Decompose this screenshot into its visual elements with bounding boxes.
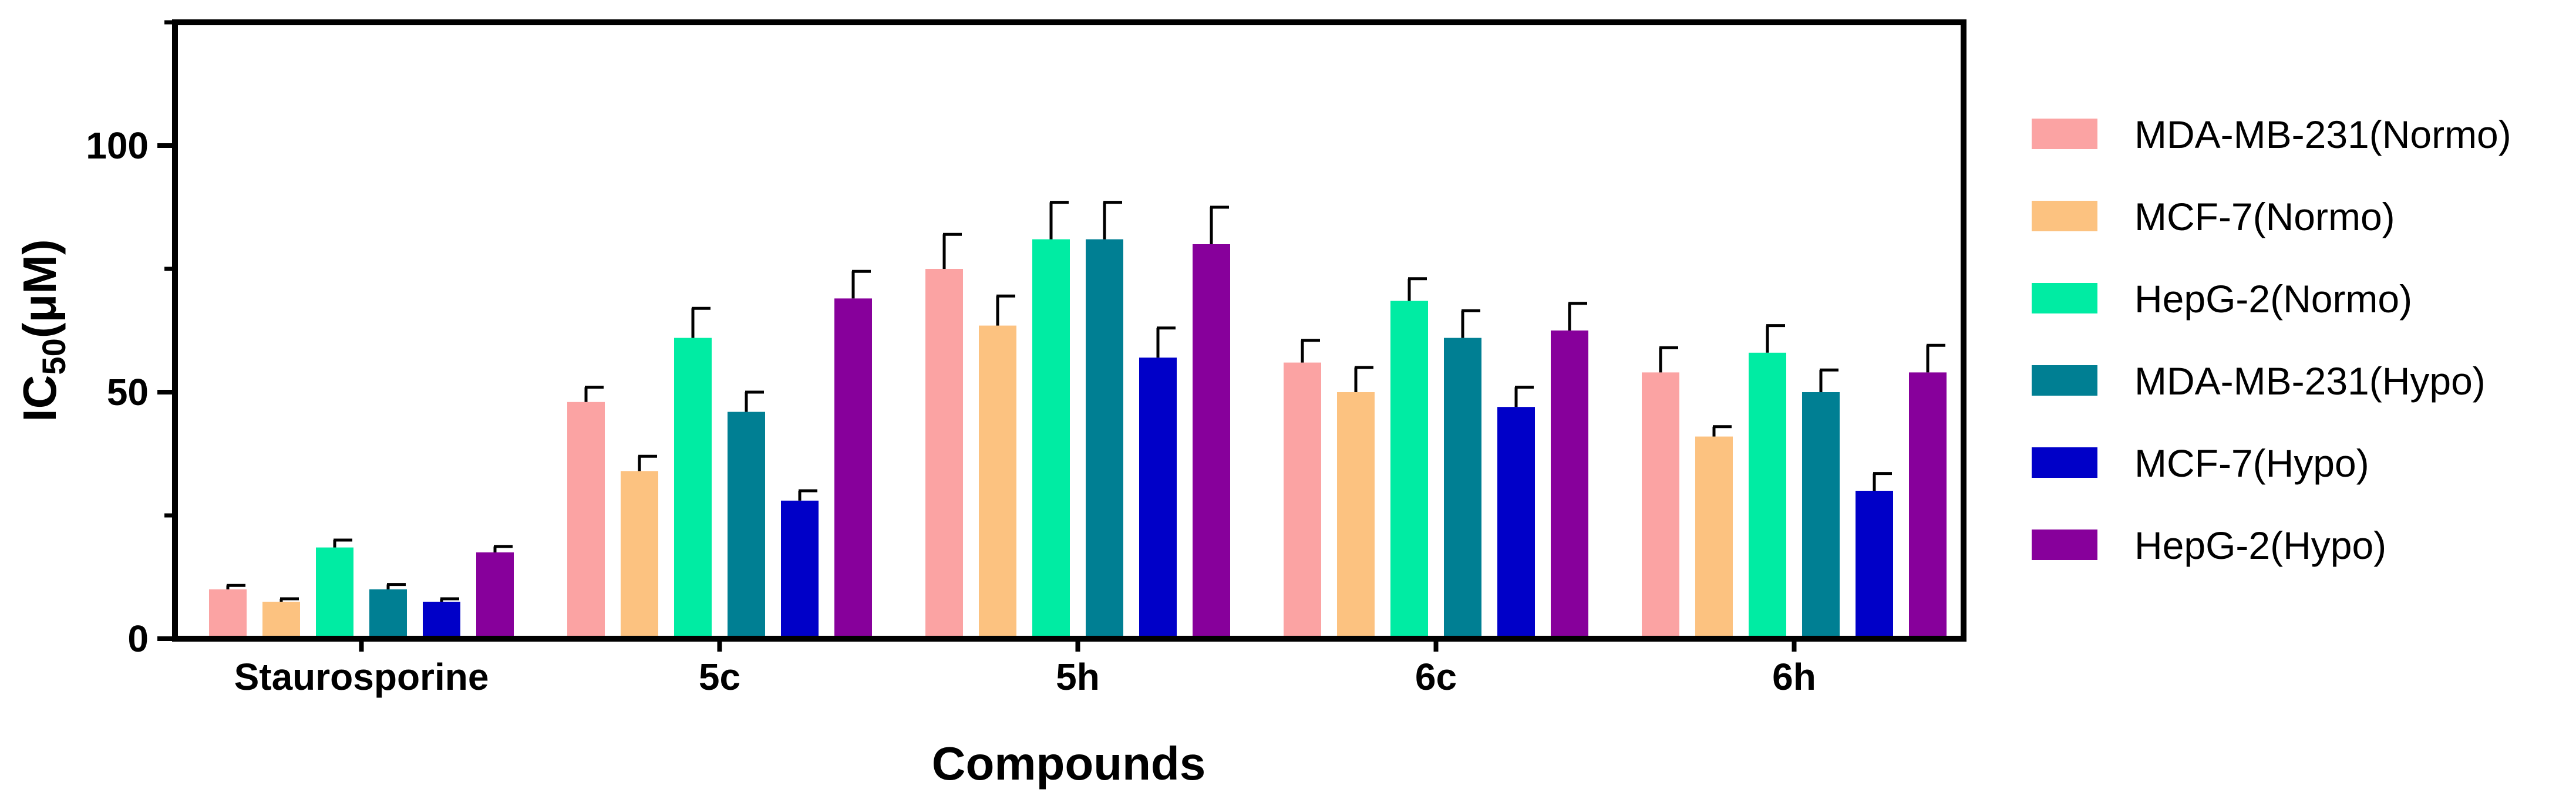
bar-4-1 <box>1695 436 1733 639</box>
plot-frame <box>172 19 1966 642</box>
bars-layer <box>209 239 1947 639</box>
legend-label-3: MDA-MB-231(Hypo) <box>2134 359 2486 403</box>
legend-label-0: MDA-MB-231(Normo) <box>2134 113 2511 156</box>
y-axis-title-subscript: 50 <box>35 338 72 375</box>
legend-swatch-2 <box>2032 283 2097 313</box>
legend-label-4: MCF-7(Hypo) <box>2134 441 2369 485</box>
y-axis-title-unit: (μM) <box>14 239 66 338</box>
x-axis-title: Compounds <box>932 737 1206 790</box>
bar-0-5 <box>476 552 514 639</box>
bar-1-2 <box>674 338 712 639</box>
legend-label-5: HepG-2(Hypo) <box>2134 524 2386 567</box>
legend-swatch-4 <box>2032 447 2097 478</box>
bar-0-3 <box>369 589 407 639</box>
x-tick-label-4: 6h <box>1772 656 1816 698</box>
x-tick-label-1: 5c <box>699 656 740 698</box>
bar-2-4 <box>1139 358 1177 639</box>
legend-label-1: MCF-7(Normo) <box>2134 195 2395 238</box>
bar-2-2 <box>1032 239 1070 639</box>
bar-1-1 <box>621 471 658 639</box>
y-tick-label-0: 0 <box>127 618 149 660</box>
bar-4-2 <box>1749 352 1786 639</box>
y-tick-label-2: 100 <box>86 124 149 167</box>
x-tick-label-3: 6c <box>1415 656 1457 698</box>
bar-0-4 <box>423 602 460 639</box>
legend: MDA-MB-231(Normo) MCF-7(Normo) HepG-2(Norm… <box>2032 113 2511 567</box>
bar-3-5 <box>1551 331 1588 639</box>
y-tick-label-1: 50 <box>107 371 149 413</box>
bar-4-5 <box>1909 372 1947 639</box>
x-tick-label-2: 5h <box>1056 656 1100 698</box>
x-tick-label-0: Staurosporine <box>234 656 489 698</box>
bar-3-4 <box>1497 407 1535 639</box>
bar-0-0 <box>209 589 247 639</box>
bar-3-3 <box>1444 338 1481 639</box>
bar-2-5 <box>1193 244 1230 639</box>
legend-label-2: HepG-2(Normo) <box>2134 277 2412 321</box>
legend-swatch-0 <box>2032 119 2097 149</box>
bar-4-0 <box>1642 372 1679 639</box>
legend-swatch-3 <box>2032 365 2097 396</box>
legend-swatch-5 <box>2032 530 2097 560</box>
bar-1-0 <box>567 402 605 639</box>
bar-3-2 <box>1390 301 1428 639</box>
x-axis: Staurosporine 5c 5h 6c 6h <box>234 639 1816 698</box>
y-axis-title: IC50(μM) <box>14 239 72 421</box>
bar-3-0 <box>1284 362 1321 639</box>
bar-1-4 <box>781 500 819 639</box>
bar-0-1 <box>262 602 300 639</box>
y-axis: 0 50 100 <box>86 20 175 660</box>
bar-1-3 <box>728 412 765 639</box>
bar-4-4 <box>1856 491 1893 639</box>
bar-1-5 <box>834 298 872 639</box>
bar-3-1 <box>1337 392 1375 639</box>
bar-2-0 <box>925 269 963 639</box>
legend-swatch-1 <box>2032 201 2097 231</box>
bar-2-1 <box>979 325 1016 639</box>
bar-2-3 <box>1086 239 1123 639</box>
bar-0-2 <box>316 547 353 639</box>
y-axis-title-main: IC <box>14 375 66 422</box>
bar-4-3 <box>1802 392 1840 639</box>
error-bars-layer <box>226 201 1945 602</box>
